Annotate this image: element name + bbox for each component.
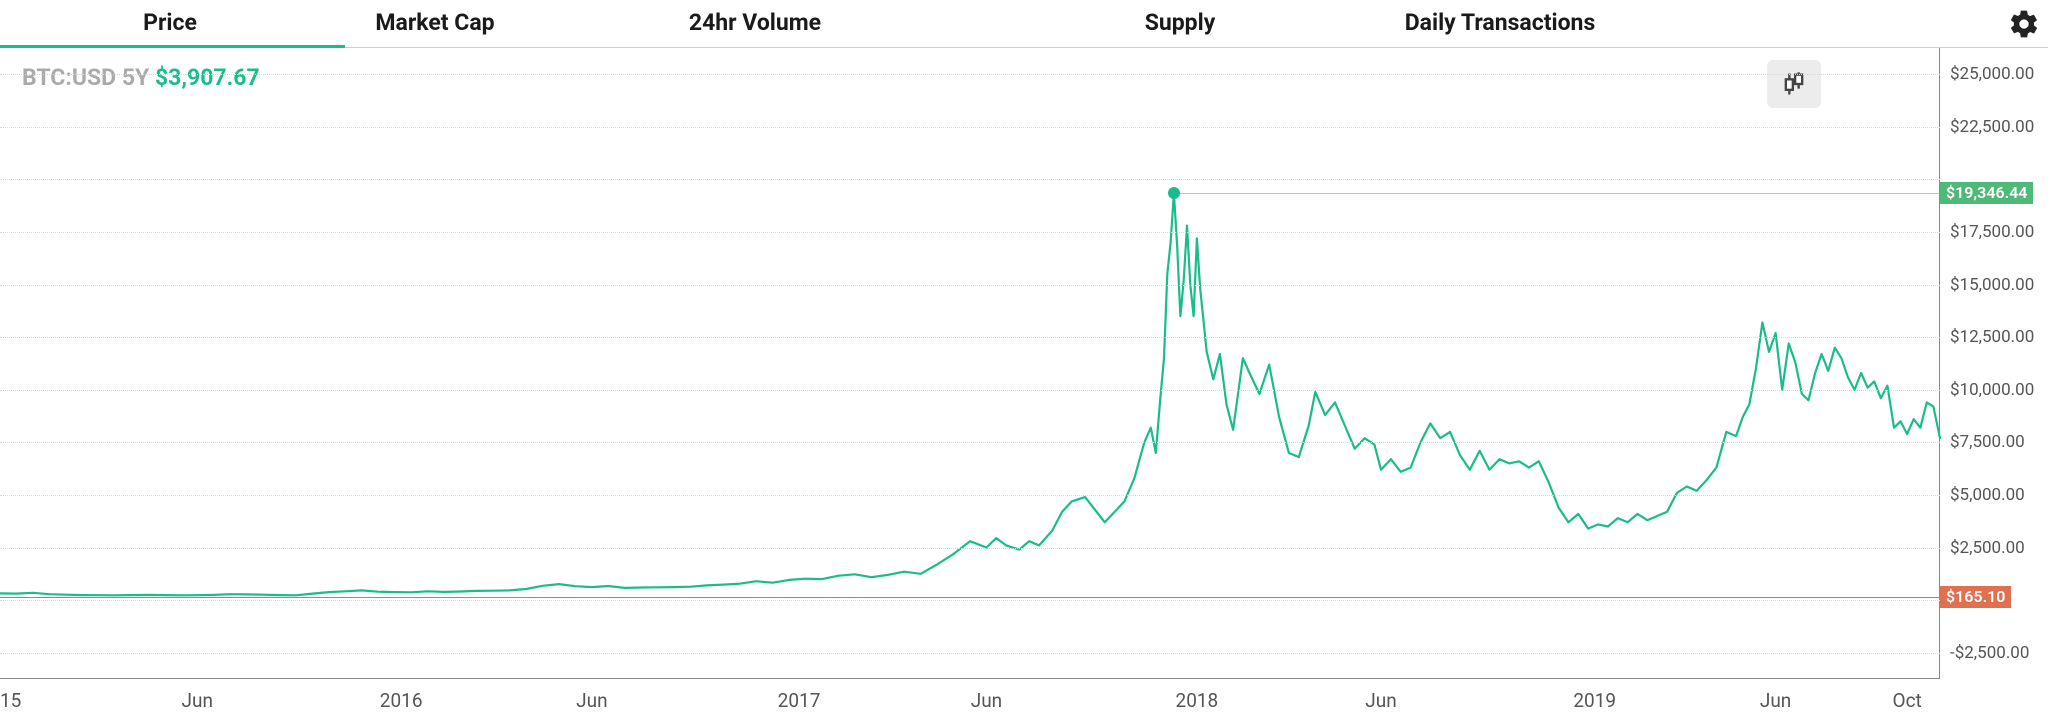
y-tick-label: $5,000.00 <box>1950 485 2025 505</box>
gridline <box>0 74 1940 75</box>
y-tick-label: $12,500.00 <box>1950 327 2034 347</box>
x-tick-label: Jun <box>971 689 1002 712</box>
plot-region[interactable]: BTC:USD 5Y $3,907.67 <box>0 48 1940 679</box>
y-tick-label: $10,000.00 <box>1950 380 2034 400</box>
y-tick-label: $17,500.00 <box>1950 222 2034 242</box>
gridline <box>0 127 1940 128</box>
x-tick-label: Oct <box>1892 689 1921 712</box>
y-tick-label: $15,000.00 <box>1950 275 2034 295</box>
gridline <box>0 179 1940 180</box>
gridline <box>0 442 1940 443</box>
tab-supply[interactable]: Supply <box>1080 9 1280 36</box>
x-tick-label: Jun <box>182 689 213 712</box>
x-tick-label: 2015 <box>0 689 21 712</box>
tab-price[interactable]: Price <box>70 9 270 36</box>
y-tick-label: -$2,500.00 <box>1950 643 2029 663</box>
price-line-svg <box>0 48 1940 679</box>
gridline <box>0 285 1940 286</box>
peak-value-badge: $19,346.44 <box>1940 182 2033 204</box>
y-tick-label: $25,000.00 <box>1950 64 2034 84</box>
peak-guide-line <box>1174 193 1940 194</box>
gear-icon[interactable] <box>2008 8 2040 40</box>
y-tick-label: $7,500.00 <box>1950 432 2025 452</box>
x-tick-label: 2017 <box>778 689 821 712</box>
gridline <box>0 390 1940 391</box>
x-tick-label: Jun <box>1760 689 1791 712</box>
tab-daily-transactions[interactable]: Daily Transactions <box>1340 9 1660 36</box>
y-tick-label: $2,500.00 <box>1950 538 2025 558</box>
tab-24hr-volume[interactable]: 24hr Volume <box>640 9 870 36</box>
gridline <box>0 548 1940 549</box>
x-tick-label: 2016 <box>380 689 423 712</box>
gridline <box>0 337 1940 338</box>
gridline <box>0 600 1940 601</box>
tab-bar: Price Market Cap 24hr Volume Supply Daily Tr… <box>0 0 2048 48</box>
x-tick-label: 2019 <box>1573 689 1616 712</box>
x-tick-label: Jun <box>576 689 607 712</box>
y-axis-labels: $25,000.00 $22,500.00 $17,500.00 $15,000.00… <box>1950 48 2048 679</box>
chart-area: BTC:USD 5Y $3,907.67 $25,000.00 $22,500.0… <box>0 48 2048 679</box>
gridline <box>0 232 1940 233</box>
x-axis-labels: 2015 Jun 2016 Jun 2017 Jun 2018 Jun 2019 Jun Oct <box>0 679 2048 727</box>
gridline <box>0 495 1940 496</box>
peak-marker-dot <box>1168 187 1180 199</box>
gridline <box>0 653 1940 654</box>
low-guide-line <box>0 597 1940 598</box>
low-value-badge: $165.10 <box>1940 586 2011 608</box>
x-tick-label: 2018 <box>1176 689 1219 712</box>
tab-market-cap[interactable]: Market Cap <box>320 9 550 36</box>
x-tick-label: Jun <box>1365 689 1396 712</box>
y-tick-label: $22,500.00 <box>1950 117 2034 137</box>
